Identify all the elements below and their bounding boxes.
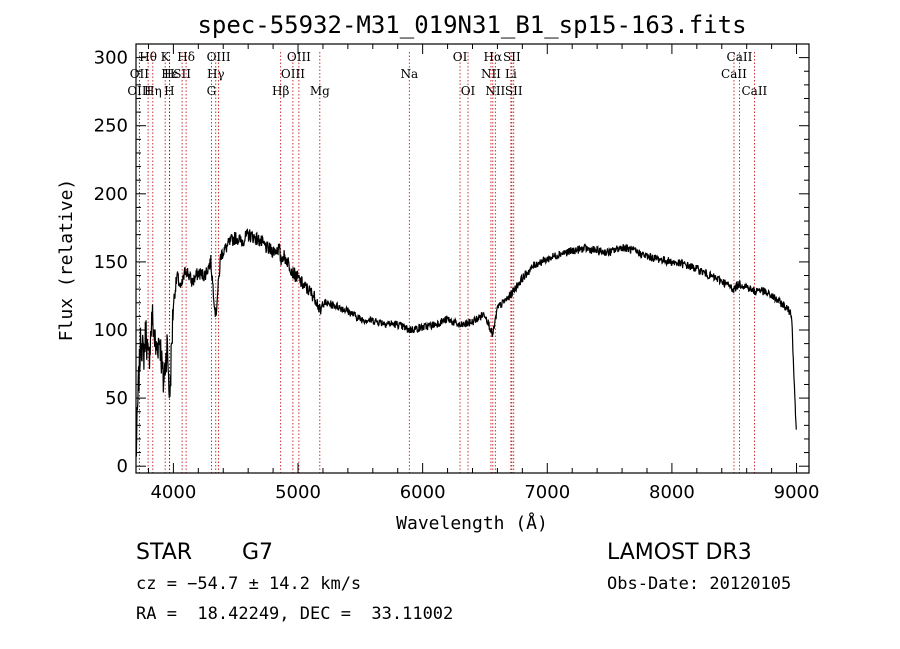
x-tick-label: 8000: [649, 482, 695, 503]
line-label: NII: [485, 84, 505, 98]
x-tick-label: 7000: [524, 482, 570, 503]
object-subclass: G7: [242, 540, 274, 565]
line-label: Mg: [310, 84, 330, 98]
y-axis-label: Flux (relative): [56, 179, 77, 342]
line-label: Hβ: [272, 84, 289, 98]
y-tick-label: 100: [94, 320, 128, 341]
line-label: G: [207, 84, 217, 98]
line-label: OII: [130, 67, 150, 81]
line-label: SII: [173, 67, 191, 81]
observation-date: Obs-Date: 20120105: [607, 574, 792, 594]
line-label: OIII: [127, 84, 151, 98]
line-label: CaII: [741, 84, 767, 98]
sky-coordinates: RA = 18.42249, DEC = 33.11002: [136, 604, 454, 624]
line-label: CaII: [721, 67, 747, 81]
line-label: OI: [461, 84, 476, 98]
line-label: OIII: [207, 50, 231, 64]
y-tick-label: 0: [117, 456, 128, 477]
line-label: OI: [453, 50, 468, 64]
y-tick-label: 150: [94, 252, 128, 273]
line-label: CaII: [727, 50, 753, 64]
x-tick-label: 5000: [275, 482, 321, 503]
line-label: Hγ: [207, 67, 225, 81]
line-label: Li: [505, 67, 517, 81]
y-tick-label: 300: [94, 48, 128, 69]
line-label: H: [164, 67, 174, 81]
line-label: Hε: [161, 67, 178, 81]
line-label: Na: [400, 67, 418, 81]
line-label: Hδ: [177, 50, 195, 64]
line-label: SII: [503, 50, 521, 64]
redshift-velocity: cz = −54.7 ± 14.2 km/s: [136, 574, 362, 594]
y-tick-label: 250: [94, 116, 128, 137]
line-label: Hθ: [139, 50, 157, 64]
line-label: OIII: [287, 50, 311, 64]
plot-frame: [135, 43, 810, 474]
x-axis-label: Wavelength (Å): [396, 512, 548, 534]
line-label: NII: [481, 67, 501, 81]
line-label: Hη: [144, 84, 162, 98]
line-label: H: [164, 84, 174, 98]
spectrum-line: [135, 228, 797, 457]
x-tick-label: 6000: [400, 482, 446, 503]
y-tick-label: 50: [105, 388, 128, 409]
survey-name: LAMOST DR3: [607, 540, 752, 565]
line-label: SII: [505, 84, 523, 98]
x-tick-label: 9000: [774, 482, 820, 503]
axis-ticks: 4000 5000 6000 7000 8000 9000 0 50 100 150 200 250 3…: [94, 44, 820, 503]
y-tick-label: 200: [94, 184, 128, 205]
object-class: STAR: [136, 540, 193, 565]
line-label: OIII: [281, 67, 305, 81]
x-tick-label: 4000: [150, 482, 196, 503]
line-label: Hα: [484, 50, 503, 64]
chart-title: spec-55932-M31_019N31_B1_sp15-163.fits: [197, 11, 746, 39]
line-label: K: [161, 50, 171, 64]
